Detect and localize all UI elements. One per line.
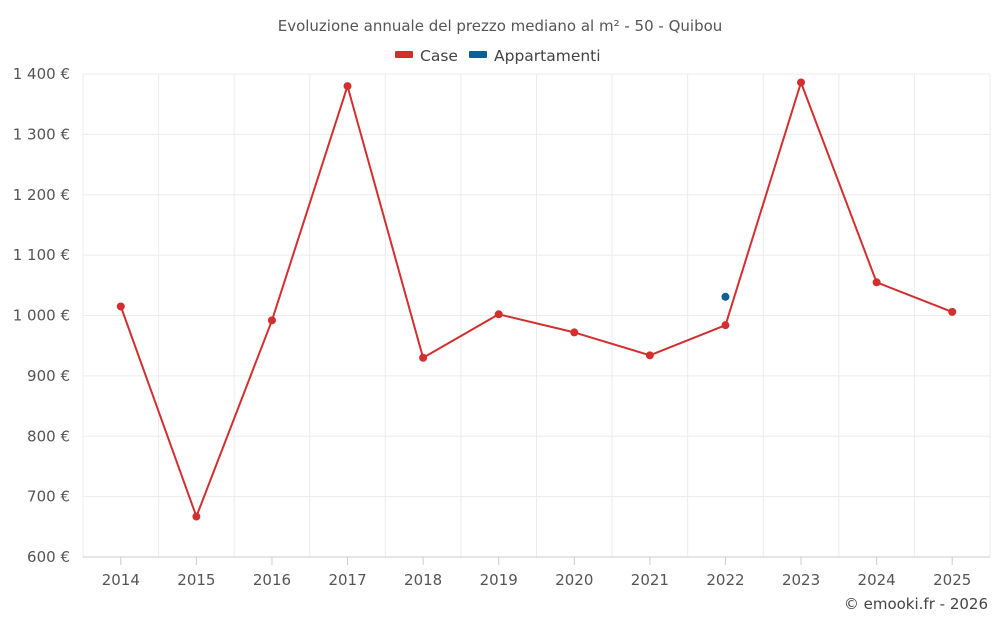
- data-point-case[interactable]: [721, 321, 730, 330]
- legend-swatch-case: [395, 51, 413, 58]
- x-tick-label: 2019: [480, 571, 518, 589]
- data-point-appartamenti[interactable]: [721, 292, 730, 301]
- y-tick-label: 1 000 €: [13, 307, 70, 325]
- x-tick-label: 2024: [858, 571, 896, 589]
- legend-swatch-appartamenti: [469, 51, 487, 58]
- x-tick-label: 2014: [102, 571, 140, 589]
- credit-text: © emooki.fr - 2026: [844, 595, 988, 613]
- y-tick-label: 800 €: [27, 427, 70, 445]
- legend-label-appartamenti: Appartamenti: [494, 47, 601, 65]
- x-tick-label: 2020: [555, 571, 593, 589]
- data-point-case[interactable]: [948, 307, 957, 316]
- y-tick-label: 600 €: [27, 548, 70, 566]
- data-point-case[interactable]: [343, 82, 352, 91]
- axes: 600 € 700 € 800 € 900 € 1 000 € 1 100 € 1 200 …: [13, 65, 990, 589]
- series-line-case: [119, 81, 953, 518]
- y-tick-label: 1 200 €: [13, 186, 70, 204]
- grid: [82, 73, 991, 558]
- x-tick-label: 2015: [177, 571, 215, 589]
- x-tick-label: 2022: [706, 571, 744, 589]
- data-point-case[interactable]: [419, 353, 428, 362]
- x-tick-label: 2025: [933, 571, 971, 589]
- legend-item-case[interactable]: Case: [395, 47, 458, 65]
- y-tick-label: 1 100 €: [13, 246, 70, 264]
- legend: Case Appartamenti: [395, 47, 601, 65]
- x-tick-label: 2023: [782, 571, 820, 589]
- y-tick-label: 700 €: [27, 488, 70, 506]
- data-point-case[interactable]: [872, 278, 881, 287]
- series: [116, 78, 957, 521]
- chart-title: Evoluzione annuale del prezzo mediano al…: [278, 17, 723, 35]
- legend-label-case: Case: [420, 47, 458, 65]
- data-point-case[interactable]: [267, 316, 276, 325]
- data-point-case[interactable]: [192, 512, 201, 521]
- y-tick-label: 1 400 €: [13, 65, 70, 83]
- data-point-case[interactable]: [570, 328, 579, 337]
- legend-item-appartamenti[interactable]: Appartamenti: [469, 47, 601, 65]
- x-tick-label: 2016: [253, 571, 291, 589]
- x-tick-label: 2017: [328, 571, 366, 589]
- y-tick-label: 1 300 €: [13, 125, 70, 143]
- y-tick-label: 900 €: [27, 367, 70, 385]
- data-point-case[interactable]: [797, 78, 806, 87]
- x-tick-label: 2021: [631, 571, 669, 589]
- x-tick-label: 2018: [404, 571, 442, 589]
- data-point-case[interactable]: [116, 302, 125, 311]
- data-point-case[interactable]: [645, 351, 654, 360]
- data-point-case[interactable]: [494, 310, 503, 319]
